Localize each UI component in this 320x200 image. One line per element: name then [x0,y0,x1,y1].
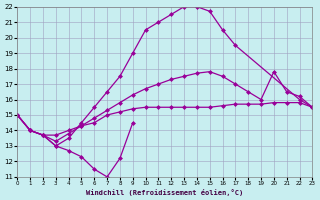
X-axis label: Windchill (Refroidissement éolien,°C): Windchill (Refroidissement éolien,°C) [86,189,244,196]
